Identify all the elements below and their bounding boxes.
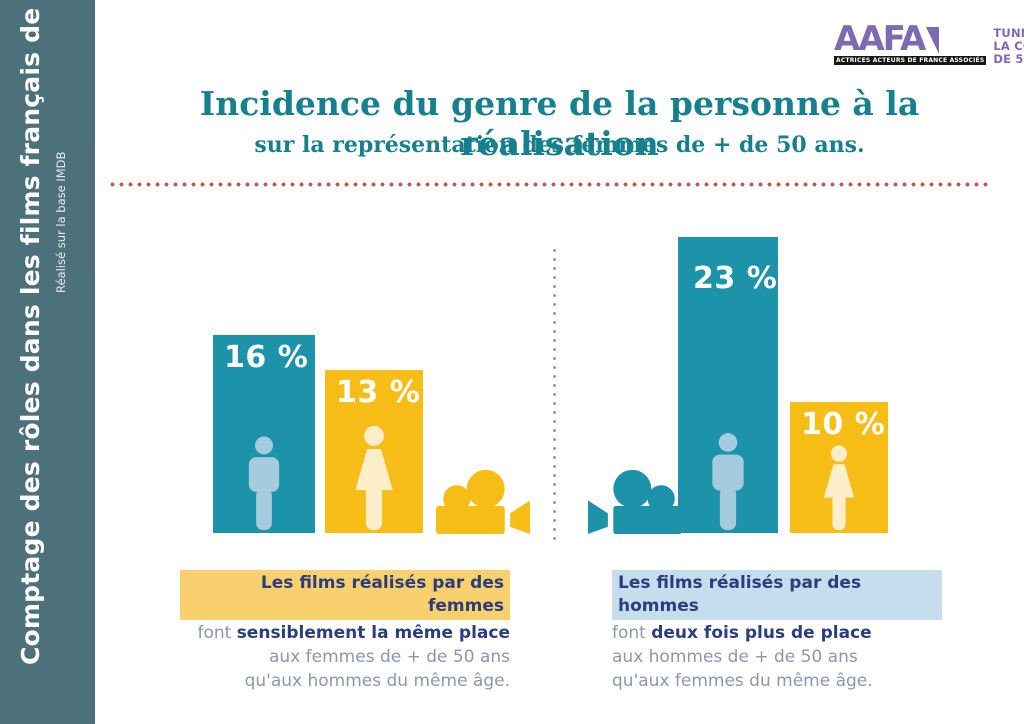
woman-icon (823, 445, 855, 530)
aafa-brand-row: AAFA (834, 19, 986, 59)
bar-value-label: 10 % (801, 407, 886, 442)
vertical-dotted-divider (552, 248, 557, 540)
caption-films-by-men: Les films réalisés par des hommes font d… (612, 570, 942, 694)
caption-line-2: font sensiblement la même place (180, 622, 510, 645)
caption-line-highlight: Les films réalisés par des hommes (612, 570, 942, 621)
tagline-line-2: LA COMÉDIENNE (993, 39, 1024, 53)
tagline-line-3: DE 50 ANS (993, 52, 1024, 66)
page-title: Incidence du genre de la personne à la r… (199, 84, 920, 163)
bar-men-directors-women50: 10 % (790, 402, 888, 533)
bar-women-directors-women50: 13 % (325, 370, 423, 533)
aafa-triangle-icon (926, 27, 940, 54)
camera-icon-men-group (588, 469, 682, 534)
aafa-tagline: TUNNEL DE LA COMÉDIENNE DE 50 ANS (993, 24, 1024, 66)
caption-lead: font (197, 623, 232, 643)
bar-value-label: 13 % (336, 375, 421, 410)
caption-line-4: qu'aux femmes du même âge. (612, 671, 873, 691)
caption-line-2: font deux fois plus de place (612, 622, 942, 645)
caption-emphasis: sensiblement la même place (236, 623, 510, 643)
caption-lead: font (612, 623, 646, 643)
caption-line-highlight: Les films réalisés par des femmes (180, 570, 510, 621)
aafa-logo: AAFA ACTRICES ACTEURS DE FRANCE ASSOCIÉS… (834, 19, 1024, 66)
bar-value-label: 16 % (224, 340, 309, 375)
dotted-divider (110, 182, 992, 187)
caption-line-4: qu'aux hommes du même âge. (244, 671, 510, 691)
sidebar-vertical-title: Comptage des rôles dans les films frança… (16, 0, 45, 665)
page-subtitle: sur la représentation des femmes de + de… (254, 132, 865, 158)
bar-men-directors-men50: 23 % (678, 237, 778, 533)
caption-highlight-text: Les films réalisés par des femmes (180, 570, 510, 620)
sidebar: Comptage des rôles dans les films frança… (0, 0, 95, 724)
caption-films-by-women: Les films réalisés par des femmes font s… (180, 570, 510, 694)
man-icon (712, 433, 744, 530)
caption-highlight-text: Les films réalisés par des hommes (612, 570, 942, 620)
tagline-line-1: TUNNEL DE (993, 26, 1024, 40)
woman-icon (355, 425, 393, 530)
caption-line-3: aux hommes de + de 50 ans (612, 647, 858, 667)
aafa-brand-text: AAFA (834, 19, 926, 59)
sidebar-source-note: Réalisé sur la base IMDB (54, 151, 68, 293)
caption-line-3: aux femmes de + de 50 ans (269, 647, 510, 667)
bar-women-directors-men50: 16 % (213, 335, 315, 533)
man-icon (248, 436, 280, 530)
caption-emphasis: deux fois plus de place (651, 623, 872, 643)
aafa-brand-subtitle: ACTRICES ACTEURS DE FRANCE ASSOCIÉS (834, 56, 987, 65)
bar-value-label: 23 % (693, 261, 778, 296)
camera-icon-women-group (436, 469, 530, 534)
aafa-logo-left: AAFA ACTRICES ACTEURS DE FRANCE ASSOCIÉS (834, 19, 987, 66)
